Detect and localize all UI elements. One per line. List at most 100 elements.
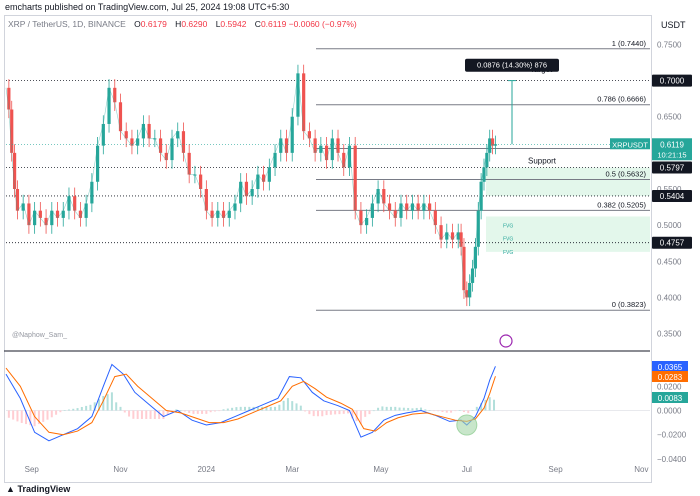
tradingview-logo: ▲ TradingView	[6, 484, 70, 494]
price-candle-body	[307, 131, 311, 139]
macd-histogram-bar	[89, 404, 92, 411]
price-candle-body	[44, 217, 48, 226]
currency-unit: USDT	[661, 20, 686, 30]
price-candle-body	[10, 109, 14, 153]
price-candle-body	[324, 145, 329, 161]
fib-level-label: 0 (0.3823)	[612, 300, 647, 309]
price-candle-body	[493, 144, 498, 146]
price-candle-body	[450, 232, 455, 240]
fvg-zone	[486, 216, 650, 252]
macd-tick-label: −0.0400	[657, 455, 687, 464]
annotation-label: Target	[530, 65, 553, 74]
price-candle-body	[38, 210, 42, 218]
macd-histogram-bar	[299, 405, 302, 411]
annotation-label: FVG	[503, 223, 513, 229]
macd-histogram-bar	[450, 410, 453, 413]
macd-histogram-bar	[368, 410, 371, 415]
price-candle-body	[284, 138, 289, 153]
last-price-value: 0.6119	[660, 140, 684, 149]
macd-histogram-bar	[76, 408, 79, 411]
x-tick-label: Mar	[285, 465, 299, 474]
price-candle-body	[210, 210, 214, 218]
annotation-label: Support	[528, 157, 557, 166]
chart-legend: XRP / TetherUS, 1D, BINANCE O0.6179 H0.6…	[8, 19, 357, 29]
macd-histogram-bar	[222, 409, 225, 411]
macd-line	[5, 363, 496, 442]
macd-histogram-bar	[153, 410, 156, 419]
price-candle-body	[313, 138, 317, 153]
macd-histogram-bar	[265, 406, 268, 411]
macd-histogram-bar	[389, 406, 392, 411]
price-candle-body	[118, 102, 123, 132]
macd-tick-label: −0.0200	[657, 431, 687, 440]
low-value: 0.5942	[220, 19, 247, 29]
price-candle-body	[221, 210, 226, 218]
price-candle-body	[267, 167, 271, 182]
macd-histogram-bar	[441, 410, 444, 412]
macd-histogram-bar	[37, 410, 40, 425]
fib-level-label: 1 (0.7440)	[612, 39, 647, 48]
macd-histogram-bar	[179, 410, 182, 411]
level-badge-text: 0.4757	[660, 239, 685, 248]
chart-panel[interactable]	[4, 15, 652, 483]
annotation-label: FVG	[503, 250, 513, 256]
event-marker-icon	[499, 334, 513, 348]
macd-readout-value: 0.0283	[658, 373, 683, 382]
author-watermark: @Naphow_Sam_	[12, 332, 67, 339]
macd-histogram-bar	[188, 410, 191, 413]
macd-histogram-bar	[398, 407, 401, 411]
last-price-countdown: 10:21:15	[657, 150, 686, 159]
price-candle-body	[387, 203, 392, 211]
price-candle-body	[95, 145, 100, 182]
price-candle-body	[199, 174, 203, 189]
price-candle-body	[187, 152, 191, 175]
macd-histogram-bar	[93, 402, 96, 411]
price-candle-body	[433, 210, 437, 226]
price-candle-body	[227, 210, 231, 218]
price-candle-body	[136, 138, 140, 146]
crossover-highlight	[456, 414, 478, 436]
high-value: 0.6290	[181, 19, 208, 29]
price-series-line	[5, 73, 496, 299]
price-candle-body	[416, 203, 420, 211]
macd-histogram-bar	[46, 410, 49, 420]
x-tick-label: Jul	[462, 465, 472, 474]
macd-histogram-bar	[316, 410, 319, 417]
macd-histogram-bar	[304, 410, 307, 412]
tradingview-logo-icon: ▲	[6, 484, 15, 494]
macd-histogram-bar	[115, 402, 118, 411]
macd-histogram-bar	[85, 405, 88, 411]
macd-histogram-bar	[102, 395, 105, 411]
price-tick-label: 0.4500	[657, 257, 682, 266]
macd-histogram-bar	[110, 392, 113, 411]
macd-histogram-bar	[312, 410, 315, 417]
price-candle-body	[296, 73, 300, 117]
macd-histogram-bar	[458, 410, 461, 411]
macd-histogram-bar	[325, 410, 328, 416]
macd-histogram-bar	[411, 408, 414, 411]
macd-histogram-bar	[278, 404, 281, 411]
price-candle-body	[399, 203, 403, 218]
price-candle-body	[488, 138, 492, 153]
macd-histogram-bar	[12, 410, 15, 420]
macd-histogram-bar	[291, 401, 294, 411]
price-candle-body	[382, 189, 386, 204]
macd-histogram-bar	[119, 406, 122, 411]
price-candle-body	[73, 196, 77, 211]
macd-histogram-bar	[286, 398, 289, 411]
macd-histogram-bar	[321, 410, 324, 417]
price-candle-body	[473, 246, 478, 269]
price-candle-body	[176, 131, 180, 139]
price-candle-body	[27, 203, 31, 226]
macd-readout-badge	[652, 371, 688, 382]
price-candle-body	[459, 232, 463, 247]
macd-histogram-bar	[424, 409, 427, 411]
macd-histogram-bar	[347, 410, 350, 414]
publish-header: emcharts published on TradingView.com, J…	[0, 0, 700, 14]
price-candle-body	[250, 189, 254, 197]
price-candle-body	[33, 210, 37, 226]
macd-histogram-bar	[248, 406, 251, 411]
macd-histogram-bar	[67, 409, 70, 411]
price-candle-body	[439, 225, 443, 240]
macd-histogram-bar	[213, 410, 216, 412]
